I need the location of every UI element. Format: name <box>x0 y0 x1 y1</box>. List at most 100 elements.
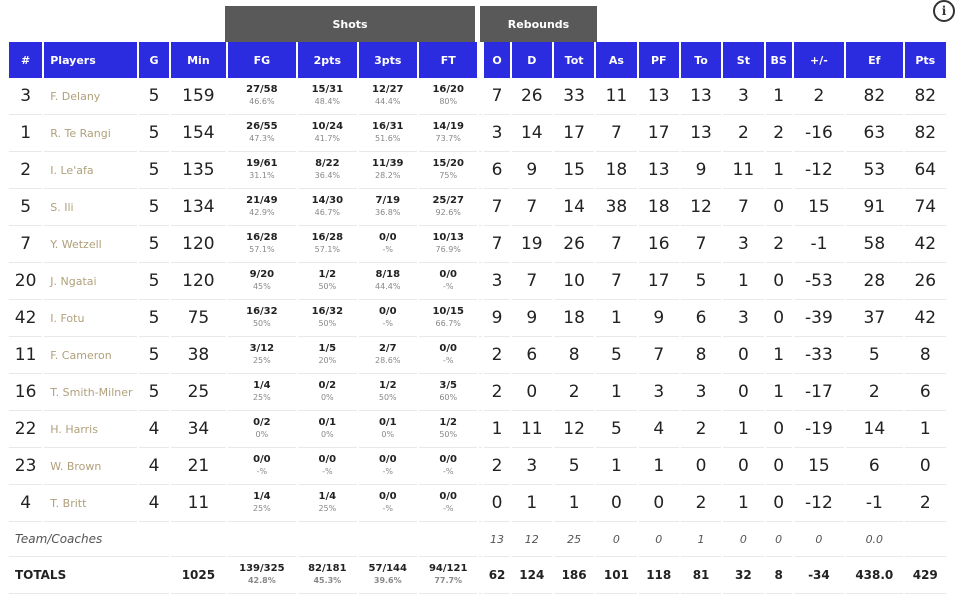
stat-d: 1 <box>510 484 554 522</box>
stat-tot: 17 <box>552 114 597 152</box>
column-header-tot[interactable]: Tot <box>552 42 597 78</box>
two-pointers-percentage: 48.4% <box>314 97 341 106</box>
column-header-num[interactable]: # <box>9 42 45 78</box>
stat-tot: 15 <box>552 151 597 189</box>
player-name-link[interactable]: S. Ili <box>43 188 139 226</box>
three-pointers: 1/2 50% <box>357 373 419 411</box>
stat-pm: -19 <box>792 410 847 448</box>
field-goals-percentage: 50% <box>252 319 271 328</box>
three-pointers-made-attempted: 11/39 <box>372 158 404 169</box>
two-pointers: 16/28 57.1% <box>297 225 359 263</box>
column-header-st[interactable]: St <box>722 42 766 78</box>
free-throws-made-attempted: 10/15 <box>432 306 464 317</box>
three-pointers-made-attempted: 0/0 <box>378 491 397 502</box>
column-header-d[interactable]: D <box>510 42 554 78</box>
player-name-link[interactable]: I. Le'afa <box>43 151 139 189</box>
three-pointers-percentage: 28.2% <box>375 171 401 180</box>
stat-pts: 42 <box>903 225 949 263</box>
stat-to: 2 <box>679 410 724 448</box>
column-header-pm[interactable]: +/- <box>792 42 847 78</box>
two-pointers-percentage: 0% <box>320 430 334 439</box>
column-header-p3[interactable]: 3pts <box>357 42 419 78</box>
stat-pm: 15 <box>792 447 847 485</box>
stat-pts: 8 <box>903 336 949 374</box>
free-throws-made-attempted: 16/20 <box>432 84 464 95</box>
player-number: 11 <box>9 336 45 374</box>
player-name-link[interactable]: H. Harris <box>43 410 139 448</box>
stat-o: 2 <box>483 447 512 485</box>
stat-st: 3 <box>722 78 766 115</box>
column-header-as[interactable]: As <box>595 42 639 78</box>
row-gap <box>478 225 485 263</box>
free-throws: 25/27 92.6% <box>417 188 480 226</box>
player-name-link[interactable]: R. Te Rangi <box>43 114 139 152</box>
minutes: 135 <box>170 151 228 189</box>
field-goals: 9/20 45% <box>226 262 299 300</box>
player-name-link[interactable]: T. Britt <box>43 484 139 522</box>
games-played: 5 <box>137 373 172 411</box>
stat-pm: 2 <box>792 78 847 115</box>
stat-as: 0 <box>595 484 639 522</box>
field-goals-percentage: 47.3% <box>249 134 275 143</box>
stat-o: 0 <box>483 484 512 522</box>
column-header-bs[interactable]: BS <box>764 42 794 78</box>
field-goals: 0/2 0% <box>226 410 299 448</box>
games-played: 5 <box>137 262 172 300</box>
stat-st: 3 <box>722 225 766 263</box>
stat-as: 5 <box>595 336 639 374</box>
column-header-ef[interactable]: Ef <box>845 42 905 78</box>
three-pointers: 0/0 -% <box>357 225 419 263</box>
field-goals-made-attempted: 16/32 <box>246 306 278 317</box>
row-gap <box>478 410 485 448</box>
two-pointers-percentage: 36.4% <box>314 171 341 180</box>
stat-o: 1 <box>483 410 512 448</box>
column-header-pf[interactable]: PF <box>637 42 681 78</box>
free-throws-percentage: 73.7% <box>435 134 461 143</box>
player-number: 23 <box>9 447 45 485</box>
stat-d: 9 <box>510 151 554 189</box>
two-pointers-made-attempted: 1/5 <box>318 343 337 354</box>
stat-bs: 1 <box>764 151 794 189</box>
column-header-name[interactable]: Players <box>43 42 139 78</box>
games-played: 5 <box>137 151 172 189</box>
column-header-min[interactable]: Min <box>170 42 228 78</box>
totals-field-goals-percentage: 42.8% <box>247 576 276 585</box>
stat-as: 5 <box>595 410 639 448</box>
field-goals-percentage: 25% <box>252 504 271 513</box>
player-name-link[interactable]: W. Brown <box>43 447 139 485</box>
column-header-o[interactable]: O <box>483 42 512 78</box>
player-name-link[interactable]: Y. Wetzell <box>43 225 139 263</box>
three-pointers-made-attempted: 7/19 <box>375 195 401 206</box>
player-name-link[interactable]: J. Ngatai <box>43 262 139 300</box>
stat-pf: 4 <box>637 410 681 448</box>
player-number: 22 <box>9 410 45 448</box>
column-header-p2[interactable]: 2pts <box>297 42 359 78</box>
player-name-link[interactable]: F. Delany <box>43 78 139 115</box>
field-goals-made-attempted: 0/2 <box>253 417 271 428</box>
stat-st: 0 <box>722 336 766 374</box>
minutes: 34 <box>170 410 228 448</box>
free-throws-made-attempted: 25/27 <box>432 195 464 206</box>
free-throws-made-attempted: 1/2 <box>439 417 457 428</box>
player-name-link[interactable]: F. Cameron <box>43 336 139 374</box>
three-pointers-made-attempted: 0/1 <box>378 417 397 428</box>
column-header-to[interactable]: To <box>679 42 724 78</box>
free-throws-percentage: 66.7% <box>435 319 461 328</box>
column-header-fg[interactable]: FG <box>226 42 299 78</box>
stat-st: 7 <box>722 188 766 226</box>
column-header-g[interactable]: G <box>137 42 172 78</box>
stat-bs: 0 <box>764 410 794 448</box>
games-played: 5 <box>137 114 172 152</box>
stat-to: 12 <box>679 188 724 226</box>
stat-to: 3 <box>679 373 724 411</box>
player-name-link[interactable]: T. Smith-Milner <box>43 373 139 411</box>
free-throws-made-attempted: 0/0 <box>439 491 457 502</box>
column-header-ft[interactable]: FT <box>417 42 480 78</box>
column-header-pts[interactable]: Pts <box>903 42 949 78</box>
info-icon[interactable]: i <box>933 0 955 22</box>
stat-ef: 53 <box>845 151 905 189</box>
two-pointers-percentage: 57.1% <box>314 245 341 254</box>
team-empty-shot <box>357 521 419 557</box>
player-name-link[interactable]: I. Fotu <box>43 299 139 337</box>
stat-o: 9 <box>483 299 512 337</box>
